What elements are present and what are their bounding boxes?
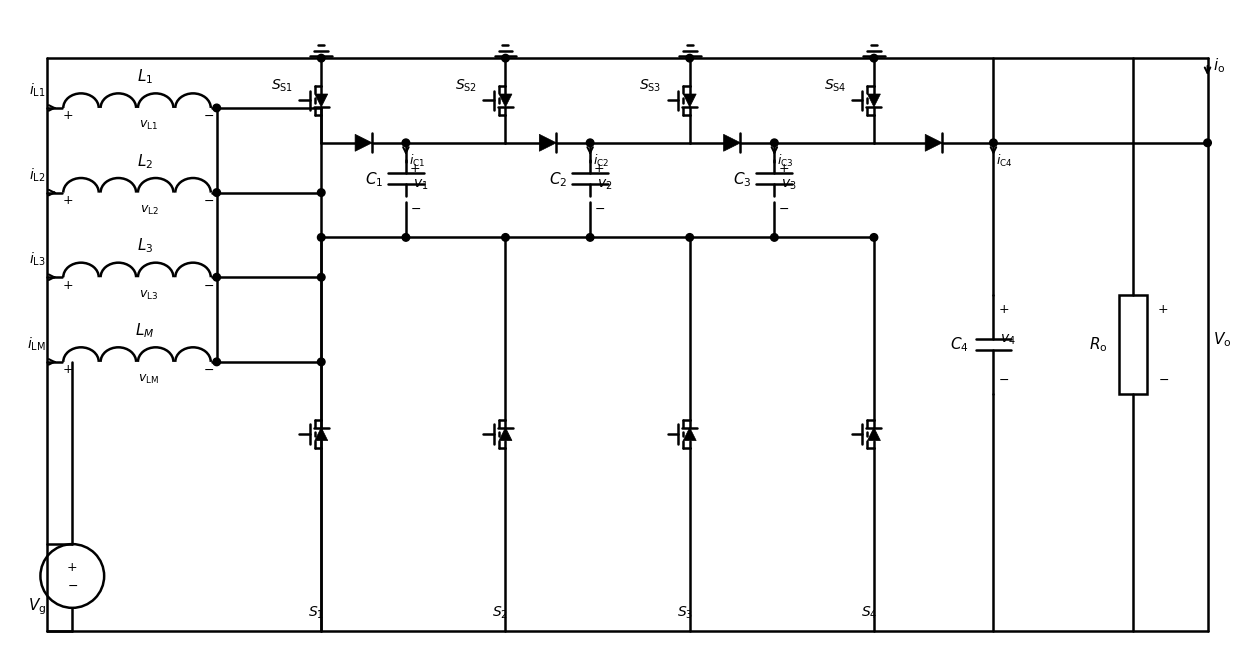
Text: +: +: [1158, 303, 1168, 316]
Text: +: +: [594, 161, 605, 175]
Text: +: +: [63, 279, 73, 291]
Text: $i_{\mathrm{C2}}$: $i_{\mathrm{C2}}$: [593, 153, 609, 169]
Polygon shape: [315, 428, 327, 440]
Polygon shape: [683, 94, 696, 107]
Text: $i_{\mathrm{C3}}$: $i_{\mathrm{C3}}$: [777, 153, 794, 169]
Text: +: +: [63, 194, 73, 207]
Text: $i_{\mathrm{L3}}$: $i_{\mathrm{L3}}$: [29, 251, 46, 268]
Polygon shape: [868, 428, 880, 440]
Text: $-$: $-$: [779, 201, 790, 215]
Text: $C_2$: $C_2$: [549, 171, 567, 189]
Polygon shape: [539, 134, 557, 151]
Circle shape: [870, 233, 878, 241]
Text: $i_\mathrm{o}$: $i_\mathrm{o}$: [1213, 57, 1225, 75]
Circle shape: [317, 358, 325, 366]
Text: $L_3$: $L_3$: [136, 237, 154, 255]
Text: $L_2$: $L_2$: [136, 152, 153, 171]
Circle shape: [213, 273, 221, 281]
Text: $L_1$: $L_1$: [136, 67, 153, 86]
Circle shape: [686, 233, 693, 241]
Polygon shape: [355, 134, 372, 151]
Text: $i_{\mathrm{L2}}$: $i_{\mathrm{L2}}$: [29, 166, 46, 183]
Text: $-$: $-$: [203, 194, 215, 207]
Text: $-$: $-$: [67, 578, 78, 592]
Text: $v_{\mathrm{LM}}$: $v_{\mathrm{LM}}$: [139, 374, 160, 386]
Text: $C_1$: $C_1$: [365, 171, 383, 189]
Circle shape: [402, 233, 409, 241]
Bar: [1118, 295, 1147, 394]
Text: +: +: [410, 161, 420, 175]
Text: $v_4$: $v_4$: [1001, 332, 1017, 347]
Polygon shape: [315, 94, 327, 107]
Polygon shape: [925, 134, 942, 151]
Text: $S_{\mathrm{S4}}$: $S_{\mathrm{S4}}$: [823, 77, 846, 94]
Polygon shape: [683, 428, 696, 440]
Text: $L_M$: $L_M$: [135, 321, 155, 340]
Polygon shape: [498, 428, 512, 440]
Text: +: +: [779, 161, 789, 175]
Circle shape: [990, 139, 997, 147]
Text: $v_{\mathrm{L2}}$: $v_{\mathrm{L2}}$: [140, 204, 159, 217]
Text: $C_4$: $C_4$: [950, 335, 968, 354]
Circle shape: [213, 358, 221, 366]
Circle shape: [870, 55, 878, 62]
Text: $-$: $-$: [203, 279, 215, 291]
Circle shape: [686, 55, 693, 62]
Circle shape: [587, 139, 594, 147]
Circle shape: [502, 55, 510, 62]
Text: $-$: $-$: [410, 201, 422, 215]
Text: $S_{\mathrm{S2}}$: $S_{\mathrm{S2}}$: [455, 77, 477, 94]
Circle shape: [317, 55, 325, 62]
Text: +: +: [67, 560, 78, 574]
Text: $-$: $-$: [594, 201, 605, 215]
Text: $S_{\mathrm{S3}}$: $S_{\mathrm{S3}}$: [640, 77, 662, 94]
Text: +: +: [63, 109, 73, 123]
Polygon shape: [868, 94, 880, 107]
Text: +: +: [998, 303, 1009, 316]
Text: $i_{\mathrm{C4}}$: $i_{\mathrm{C4}}$: [997, 153, 1013, 169]
Polygon shape: [724, 134, 740, 151]
Text: $v_3$: $v_3$: [781, 178, 797, 192]
Text: $V_\mathrm{o}$: $V_\mathrm{o}$: [1213, 330, 1231, 349]
Text: $-$: $-$: [203, 364, 215, 376]
Text: $-$: $-$: [203, 109, 215, 123]
Circle shape: [502, 233, 510, 241]
Text: $S_4$: $S_4$: [861, 604, 877, 621]
Circle shape: [770, 139, 779, 147]
Text: $i_{\mathrm{L1}}$: $i_{\mathrm{L1}}$: [29, 81, 46, 99]
Text: $C_3$: $C_3$: [733, 171, 751, 189]
Circle shape: [317, 233, 325, 241]
Text: $R_\mathrm{o}$: $R_\mathrm{o}$: [1089, 335, 1107, 354]
Text: $v_{\mathrm{L3}}$: $v_{\mathrm{L3}}$: [139, 289, 159, 301]
Text: $S_1$: $S_1$: [309, 604, 325, 621]
Circle shape: [770, 233, 779, 241]
Text: $-$: $-$: [1158, 373, 1169, 386]
Circle shape: [317, 273, 325, 281]
Circle shape: [213, 189, 221, 196]
Text: $V_\mathrm{g}$: $V_\mathrm{g}$: [29, 596, 47, 616]
Text: $v_{\mathrm{L1}}$: $v_{\mathrm{L1}}$: [139, 119, 159, 133]
Text: +: +: [63, 364, 73, 376]
Text: $i_{\mathrm{LM}}$: $i_{\mathrm{LM}}$: [26, 336, 46, 353]
Polygon shape: [498, 94, 512, 107]
Circle shape: [213, 104, 221, 112]
Circle shape: [402, 139, 409, 147]
Text: $v_1$: $v_1$: [413, 178, 428, 192]
Circle shape: [317, 189, 325, 196]
Text: $i_{\mathrm{C1}}$: $i_{\mathrm{C1}}$: [409, 153, 425, 169]
Text: $S_2$: $S_2$: [492, 604, 508, 621]
Text: $S_3$: $S_3$: [677, 604, 693, 621]
Text: $S_{\mathrm{S1}}$: $S_{\mathrm{S1}}$: [272, 77, 294, 94]
Circle shape: [587, 233, 594, 241]
Circle shape: [1204, 139, 1211, 147]
Text: $v_2$: $v_2$: [598, 178, 613, 192]
Text: $-$: $-$: [998, 373, 1009, 386]
